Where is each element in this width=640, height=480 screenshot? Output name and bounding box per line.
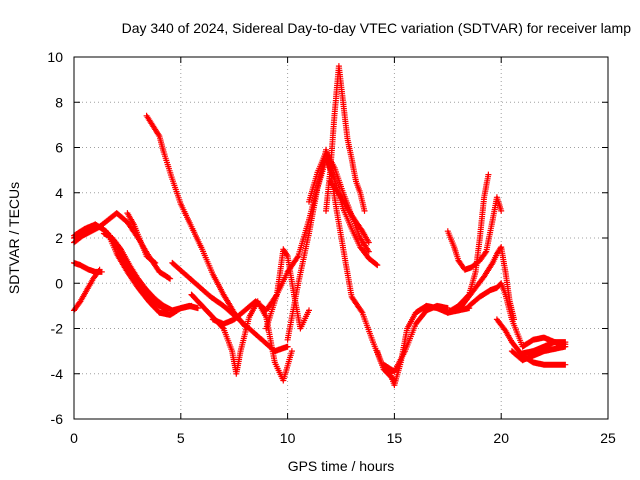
data-point-markers bbox=[327, 178, 372, 246]
data-point-markers bbox=[100, 230, 201, 314]
data-point-markers bbox=[284, 155, 381, 343]
y-tick-label: -2 bbox=[51, 321, 64, 337]
chart-title: Day 340 of 2024, Sidereal Day-to-day VTE… bbox=[122, 20, 632, 36]
x-tick-label: 0 bbox=[70, 430, 78, 446]
axis-ticks: 0 5 10 15 20 25 -6 -4 -2 0 2 4 6 8 10 bbox=[47, 49, 616, 446]
x-tick-label: 15 bbox=[387, 430, 403, 446]
x-tick-label: 10 bbox=[280, 430, 296, 446]
data-point-markers bbox=[380, 302, 451, 375]
data-point-markers bbox=[209, 246, 312, 332]
series-track-16 bbox=[327, 178, 372, 246]
x-tick-label: 25 bbox=[600, 430, 616, 446]
series-track-13 bbox=[284, 155, 381, 343]
series-track-15 bbox=[323, 63, 368, 214]
data-point-markers bbox=[124, 210, 159, 266]
x-tick-label: 20 bbox=[493, 430, 509, 446]
x-axis-label: GPS time / hours bbox=[288, 458, 395, 474]
series-track-18 bbox=[380, 302, 451, 375]
data-point-markers bbox=[508, 343, 569, 364]
plot-frame bbox=[73, 56, 609, 420]
y-tick-label: -4 bbox=[51, 366, 64, 382]
data-point-markers bbox=[519, 339, 569, 357]
data-points bbox=[71, 63, 569, 389]
y-tick-label: 0 bbox=[55, 275, 63, 291]
y-axis-label: SDTVAR / TECUs bbox=[6, 182, 22, 294]
series-track-25 bbox=[519, 339, 569, 357]
y-tick-label: 10 bbox=[47, 49, 63, 65]
y-tick-label: 6 bbox=[55, 140, 63, 156]
series-track-11 bbox=[209, 246, 312, 332]
x-tick-label: 5 bbox=[177, 430, 185, 446]
y-tick-label: -6 bbox=[51, 411, 64, 427]
series-track-24 bbox=[508, 343, 569, 364]
y-tick-label: 2 bbox=[55, 230, 63, 246]
y-tick-label: 8 bbox=[55, 94, 63, 110]
series-track-5 bbox=[124, 210, 159, 266]
data-point-markers bbox=[323, 63, 368, 214]
y-tick-label: 4 bbox=[55, 185, 63, 201]
series-track-4 bbox=[100, 230, 201, 314]
